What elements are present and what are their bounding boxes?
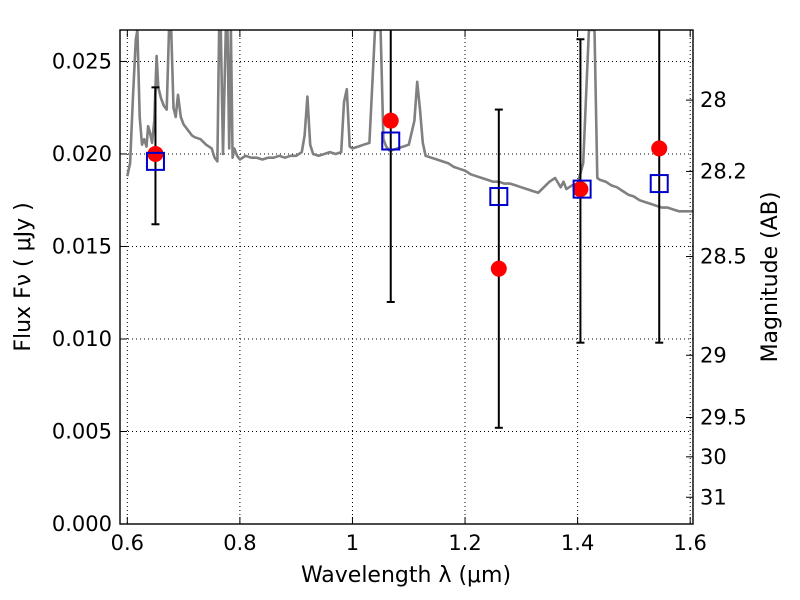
x-axis-label: Wavelength λ (μm) (301, 563, 511, 588)
magnitude-tick-label: 31 (700, 485, 727, 509)
plot-frame (119, 29, 694, 525)
observed-flux-point (490, 260, 507, 277)
model-flux-point (649, 174, 669, 194)
observed-flux-point (572, 181, 589, 198)
model-flux-point (145, 151, 165, 171)
model-flux-point (572, 179, 592, 199)
magnitude-tick-label: 30 (700, 445, 727, 469)
y-tick-label: 0.000 (52, 512, 112, 536)
magnitude-tick-label: 29 (700, 343, 727, 367)
x-tick-label: 1 (346, 531, 359, 555)
x-tick-label: 0.6 (111, 531, 144, 555)
observed-flux-point (382, 112, 399, 129)
model-flux-point (381, 131, 401, 151)
y-tick-label: 0.025 (52, 49, 112, 73)
magnitude-axis-ticks: 28 28.2 28.5 29 29.5 30 31 (686, 88, 747, 509)
y-tick-label: 0.005 (52, 419, 112, 443)
y-tick-label: 0.015 (52, 234, 112, 258)
magnitude-tick-label: 28 (700, 88, 727, 112)
y-tick-label: 0.010 (52, 327, 112, 351)
model-flux-point (489, 187, 509, 207)
x-tick-label: 1.6 (673, 531, 706, 555)
magnitude-tick-label: 28.2 (700, 159, 747, 183)
observed-points-layer (147, 112, 668, 277)
y-axis-label: Flux Fν ( μJy ) (11, 202, 36, 351)
x-axis-ticks: 0.6 0.8 1 1.2 1.4 1.6 (111, 30, 707, 555)
x-tick-label: 1.4 (561, 531, 594, 555)
magnitude-tick-label: 28.5 (700, 245, 747, 269)
y-axis-ticks: 0.000 0.005 0.010 0.015 0.020 0.025 (52, 49, 127, 536)
y-tick-label: 0.020 (52, 142, 112, 166)
magnitude-axis-label: Magnitude (AB) (758, 192, 783, 363)
x-tick-label: 0.8 (223, 531, 256, 555)
model-points-layer (145, 131, 669, 207)
x-tick-label: 1.2 (448, 531, 481, 555)
magnitude-tick-label: 29.5 (700, 406, 747, 430)
observed-flux-point (651, 140, 668, 157)
observed-flux-point (147, 145, 164, 162)
